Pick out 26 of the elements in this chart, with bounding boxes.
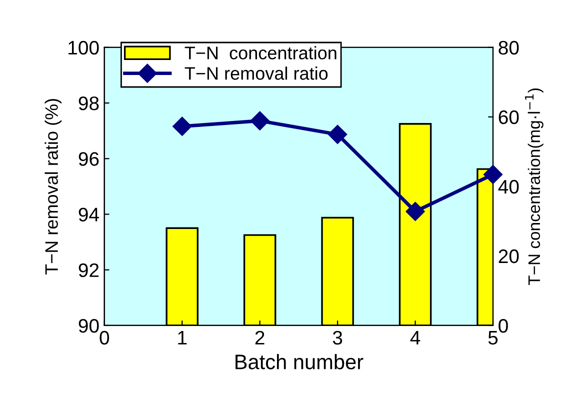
y-tick-label: 96 [78,152,99,166]
x-tick-label: 2 [255,330,264,344]
y2-tick-label: 0 [498,318,508,333]
y-axis-title: T−N removal ratio (%) [44,99,62,275]
x-tick-label: 0 [100,330,110,345]
point [172,116,192,136]
legend-label: T−N concentration [184,46,336,60]
y2-tick-label: 80 [498,40,519,55]
y-tick-label: 90 [78,318,99,333]
y2-tick-label: 20 [498,249,519,264]
x-tick-label: 1 [178,331,187,344]
point [328,124,348,144]
point [406,202,425,221]
x-tick-label: 3 [332,330,342,345]
y2-tick-label: 60 [498,110,519,124]
y2-axis-title: T−N concentration(mg·l$^{−1}$) [525,88,544,286]
y-tick-label: 100 [68,40,99,55]
y-tick-label: 98 [78,96,99,110]
x-axis-title: Batch number [236,354,364,370]
legend-label: T−N removal ratio [184,66,328,80]
y-tick-label: 92 [78,263,99,278]
x-tick-label: 5 [488,331,498,345]
point [250,111,270,130]
y-tick-label: 94 [78,208,99,222]
y2-tick-label: 40 [498,180,519,194]
x-tick-label: 4 [410,331,420,344]
